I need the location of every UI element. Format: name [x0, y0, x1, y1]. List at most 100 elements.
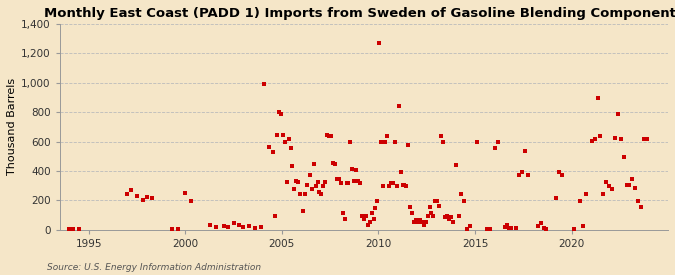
Point — [380, 140, 391, 144]
Point — [358, 216, 369, 221]
Point — [312, 180, 323, 184]
Point — [428, 214, 439, 218]
Point — [331, 177, 342, 181]
Point — [514, 172, 524, 177]
Point — [624, 183, 634, 187]
Point — [338, 211, 348, 215]
Point — [446, 215, 456, 219]
Point — [500, 225, 510, 229]
Point — [275, 112, 286, 117]
Point — [436, 134, 447, 139]
Point — [493, 140, 504, 144]
Text: Source: U.S. Energy Information Administration: Source: U.S. Energy Information Administ… — [47, 263, 261, 272]
Point — [403, 143, 414, 147]
Point — [186, 199, 196, 203]
Point — [378, 184, 389, 189]
Point — [405, 205, 416, 209]
Point — [639, 137, 649, 142]
Point — [612, 112, 623, 117]
Point — [399, 183, 410, 187]
Point — [64, 227, 75, 231]
Point — [592, 96, 603, 100]
Point — [456, 192, 467, 196]
Point — [392, 184, 402, 189]
Point — [300, 192, 310, 196]
Point — [310, 184, 321, 189]
Point — [554, 169, 564, 174]
Point — [616, 137, 626, 142]
Point — [389, 140, 400, 144]
Point — [395, 169, 406, 174]
Point — [439, 215, 450, 219]
Point — [329, 162, 340, 167]
Point — [595, 134, 606, 139]
Point — [353, 178, 364, 183]
Y-axis label: Thousand Barrels: Thousand Barrels — [7, 78, 17, 175]
Point — [362, 222, 373, 227]
Point — [293, 180, 304, 184]
Point — [522, 172, 533, 177]
Point — [298, 209, 308, 214]
Point — [401, 184, 412, 189]
Point — [471, 140, 482, 144]
Point — [412, 219, 423, 224]
Point — [607, 187, 618, 191]
Point — [621, 183, 632, 187]
Point — [502, 222, 512, 227]
Point — [517, 169, 528, 174]
Point — [291, 178, 302, 183]
Point — [610, 136, 620, 140]
Point — [598, 192, 609, 196]
Point — [324, 134, 335, 139]
Point — [284, 137, 294, 142]
Point — [448, 219, 458, 224]
Point — [459, 199, 470, 203]
Point — [234, 222, 245, 227]
Point — [414, 218, 425, 222]
Point — [289, 187, 300, 191]
Point — [506, 226, 516, 230]
Point — [504, 226, 514, 230]
Point — [370, 206, 381, 211]
Point — [376, 140, 387, 144]
Point — [535, 221, 546, 225]
Point — [222, 225, 233, 229]
Point — [249, 226, 260, 230]
Point — [421, 219, 431, 224]
Point — [126, 188, 136, 192]
Point — [383, 184, 394, 189]
Point — [385, 181, 396, 186]
Point — [556, 172, 567, 177]
Point — [295, 192, 306, 196]
Point — [368, 216, 379, 221]
Point — [238, 225, 248, 229]
Point — [423, 214, 433, 218]
Point — [453, 214, 464, 218]
Point — [430, 199, 441, 203]
Point — [308, 162, 319, 167]
Point — [432, 199, 443, 203]
Point — [211, 225, 221, 229]
Point — [277, 133, 288, 137]
Point — [464, 224, 475, 228]
Point — [259, 82, 270, 86]
Point — [538, 226, 549, 230]
Point — [302, 183, 313, 187]
Point — [578, 224, 589, 228]
Point — [374, 41, 385, 45]
Point — [141, 194, 152, 199]
Point — [426, 211, 437, 215]
Point — [443, 216, 454, 221]
Title: Monthly East Coast (PADD 1) Imports from Sweden of Gasoline Blending Components: Monthly East Coast (PADD 1) Imports from… — [44, 7, 675, 20]
Point — [569, 226, 580, 231]
Point — [424, 205, 435, 209]
Point — [349, 178, 360, 183]
Point — [520, 149, 531, 153]
Point — [434, 203, 445, 208]
Point — [327, 161, 338, 165]
Point — [490, 146, 501, 150]
Point — [343, 181, 354, 186]
Point — [381, 134, 392, 139]
Point — [271, 133, 282, 137]
Point — [205, 223, 216, 228]
